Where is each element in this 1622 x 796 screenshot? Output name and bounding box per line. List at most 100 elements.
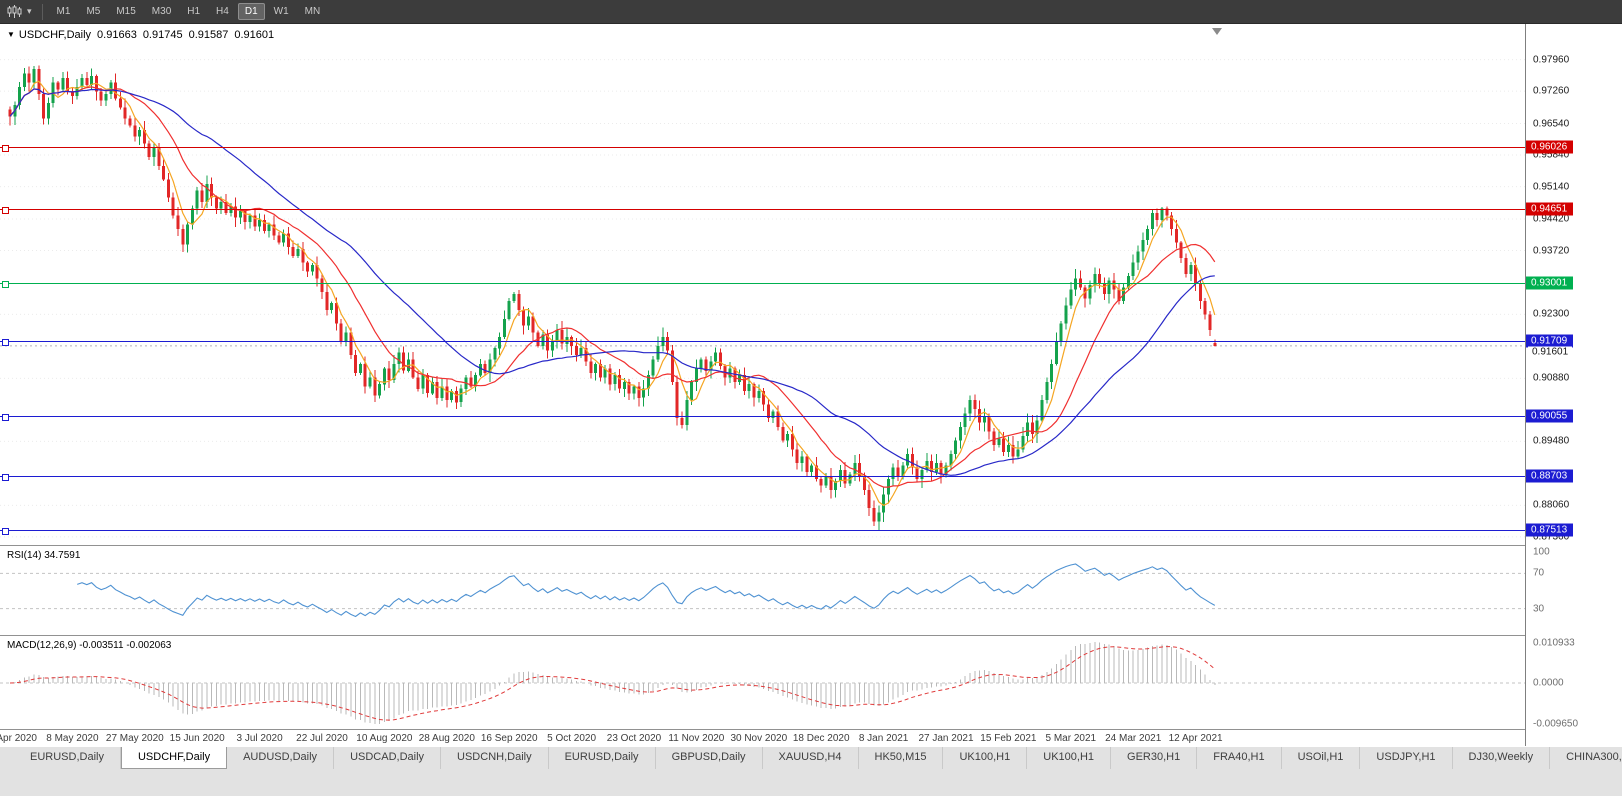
- ohlc-caret-icon: ▼: [7, 30, 15, 39]
- price-level-badge: 0.96026: [1526, 140, 1574, 154]
- rsi-label: RSI(14) 34.7591: [7, 550, 81, 561]
- date-axis-label: 5 Mar 2021: [1045, 733, 1097, 744]
- chart-tab-china300-h1[interactable]: CHINA300,H1: [1550, 747, 1622, 769]
- chart-tab-usdcnh-daily[interactable]: USDCNH,Daily: [441, 747, 549, 769]
- price-axis[interactable]: 0.97960 0.97260 0.96540 0.95840 0.95140 0.944…: [1525, 24, 1622, 746]
- macd-histogram: [14, 641, 1216, 725]
- timeframe-button-m30[interactable]: M30: [151, 6, 172, 17]
- timeframe-button-m1[interactable]: M1: [56, 6, 71, 17]
- date-axis-label: 24 Mar 2021: [1105, 733, 1162, 744]
- ohlc-low: 0.91587: [188, 29, 229, 41]
- candlestick-chart[interactable]: [0, 24, 1525, 545]
- price-axis-label: 0.96540: [1533, 118, 1570, 129]
- horizontal-line-0.94651[interactable]: [0, 206, 1525, 214]
- price-level-badge: 0.90055: [1526, 409, 1574, 422]
- line-handle[interactable]: [2, 206, 9, 214]
- date-axis[interactable]: 20 Apr 2020 8 May 2020 27 May 2020 15 Jun 2…: [0, 729, 1622, 747]
- ma-line-15: [9, 86, 1216, 488]
- date-axis-label: 15 Jun 2020: [169, 733, 225, 744]
- date-axis-label: 27 Jan 2021: [918, 733, 974, 744]
- timeframe-button-d1[interactable]: D1: [237, 3, 265, 20]
- ohlc-high: 0.91745: [142, 29, 183, 41]
- price-axis-label: 0.95140: [1533, 181, 1570, 193]
- chart-tab-hk50-m15[interactable]: HK50,M15: [859, 747, 944, 769]
- price-axis-label: 0.88060: [1533, 499, 1570, 511]
- chart-tab-audusd-daily[interactable]: AUDUSD,Daily: [227, 747, 335, 769]
- macd-chart[interactable]: [0, 637, 1525, 729]
- candlestick-icon-glyph: [7, 4, 22, 18]
- date-axis-label: 3 Jul 2020: [236, 733, 283, 744]
- date-axis-label: 15 Feb 2021: [980, 733, 1037, 744]
- horizontal-line-0.87513[interactable]: [0, 528, 1525, 535]
- timeframe-button-m15[interactable]: M15: [116, 6, 136, 17]
- chart-tab-eurusd-daily[interactable]: EURUSD,Daily: [549, 747, 656, 769]
- pane-divider[interactable]: [0, 635, 1622, 638]
- line-handle[interactable]: [2, 413, 9, 421]
- date-axis-label: 5 Oct 2020: [547, 733, 597, 744]
- macd-scale-label: 0.0000: [1533, 677, 1564, 689]
- chart-tab-xauusd-h4[interactable]: XAUUSD,H4: [763, 747, 859, 769]
- price-axis-label: 0.97960: [1533, 54, 1570, 66]
- chart-title-symbol: USDCHF,Daily: [18, 29, 92, 41]
- macd-label: MACD(12,26,9) -0.003511 -0.002063: [7, 640, 172, 651]
- date-axis-label: 30 Nov 2020: [730, 733, 788, 744]
- horizontal-line-0.91709[interactable]: [0, 339, 1525, 347]
- timeframe-button-w1[interactable]: W1: [273, 6, 289, 17]
- chart-dropdown-caret-icon[interactable]: ▾: [27, 6, 32, 16]
- line-handle[interactable]: [2, 280, 9, 288]
- price-axis-label: 0.90880: [1533, 372, 1570, 384]
- timeframe-button-m5[interactable]: M5: [86, 6, 101, 17]
- chart-tab-uk100-h1[interactable]: UK100,H1: [943, 747, 1028, 769]
- chart-tab-bar: EURUSD,Daily USDCHF,Daily AUDUSD,Daily USDC…: [0, 746, 1622, 796]
- rsi-chart[interactable]: [0, 547, 1525, 635]
- chart-tab-usoil-h1[interactable]: USOil,H1: [1282, 747, 1361, 769]
- timeframe-button-h1[interactable]: H1: [187, 6, 201, 17]
- line-handle[interactable]: [2, 339, 9, 347]
- date-axis-label: 12 Apr 2021: [1168, 733, 1223, 744]
- ma-line-5: [9, 80, 1216, 507]
- date-axis-label: 22 Jul 2020: [296, 733, 348, 744]
- chart-type-icon[interactable]: [5, 4, 25, 19]
- chart-tab-gbpusd-daily[interactable]: GBPUSD,Daily: [656, 747, 763, 769]
- line-handle[interactable]: [2, 474, 9, 482]
- horizontal-line-0.93001[interactable]: [0, 280, 1525, 288]
- price-pane[interactable]: ▼ USDCHF,Daily 0.91663 0.91745 0.91587 0.9160…: [0, 24, 1525, 545]
- chart-tab-ger30-h1[interactable]: GER30,H1: [1111, 747, 1198, 769]
- rsi-line: [77, 563, 1216, 618]
- date-axis-label: 8 Jan 2021: [858, 733, 909, 744]
- date-axis-label: 28 Aug 2020: [418, 733, 475, 744]
- line-handle[interactable]: [2, 528, 9, 535]
- macd-signal-line: [9, 646, 1216, 721]
- horizontal-line-0.96026[interactable]: [0, 144, 1525, 152]
- chart-tab-usdjpy-h1[interactable]: USDJPY,H1: [1360, 747, 1453, 769]
- price-axis-label: 0.92300: [1533, 308, 1570, 320]
- rsi-scale-label: 70: [1533, 567, 1545, 579]
- price-level-badge: 0.88703: [1526, 469, 1574, 483]
- chart-tab-uk100-h1[interactable]: UK100,H1: [1027, 747, 1112, 769]
- chart-tab-usdcad-daily[interactable]: USDCAD,Daily: [334, 747, 442, 769]
- chart-title: ▼ USDCHF,Daily 0.91663 0.91745 0.91587 0.9160…: [7, 29, 280, 41]
- chart-tab-fra40-h1[interactable]: FRA40,H1: [1197, 747, 1282, 769]
- macd-pane[interactable]: MACD(12,26,9) -0.003511 -0.002063: [0, 637, 1525, 729]
- chart-tab-usdchf-daily[interactable]: USDCHF,Daily: [120, 747, 228, 769]
- chart-shift-marker-icon[interactable]: [1212, 28, 1222, 35]
- candles: [8, 65, 1217, 531]
- price-axis-label: 0.95840: [1533, 149, 1570, 161]
- horizontal-line-0.88703[interactable]: [0, 474, 1525, 482]
- rsi-pane[interactable]: RSI(14) 34.7591: [0, 547, 1525, 635]
- timeframe-button-group: M1 M5 M15 M30 H1 H4 D1 W1 MN: [49, 3, 329, 20]
- timeframe-button-h4[interactable]: H4: [216, 6, 229, 17]
- date-axis-label: 27 May 2020: [105, 733, 164, 744]
- price-axis-label: 0.87360: [1533, 531, 1570, 543]
- date-axis-label: 23 Oct 2020: [606, 733, 662, 744]
- date-axis-label: 18 Dec 2020: [792, 733, 850, 744]
- line-handle[interactable]: [2, 144, 9, 152]
- pane-divider[interactable]: [0, 545, 1622, 548]
- rsi-scale-label: 100: [1533, 546, 1550, 558]
- chart-tab-dj30-weekly[interactable]: DJ30,Weekly: [1453, 747, 1551, 769]
- timeframe-button-mn[interactable]: MN: [304, 6, 321, 17]
- chart-tab-eurusd-daily[interactable]: EURUSD,Daily: [14, 747, 121, 769]
- current-price-tag: 0.91601: [1528, 346, 1573, 358]
- horizontal-line-0.90055[interactable]: [0, 413, 1525, 421]
